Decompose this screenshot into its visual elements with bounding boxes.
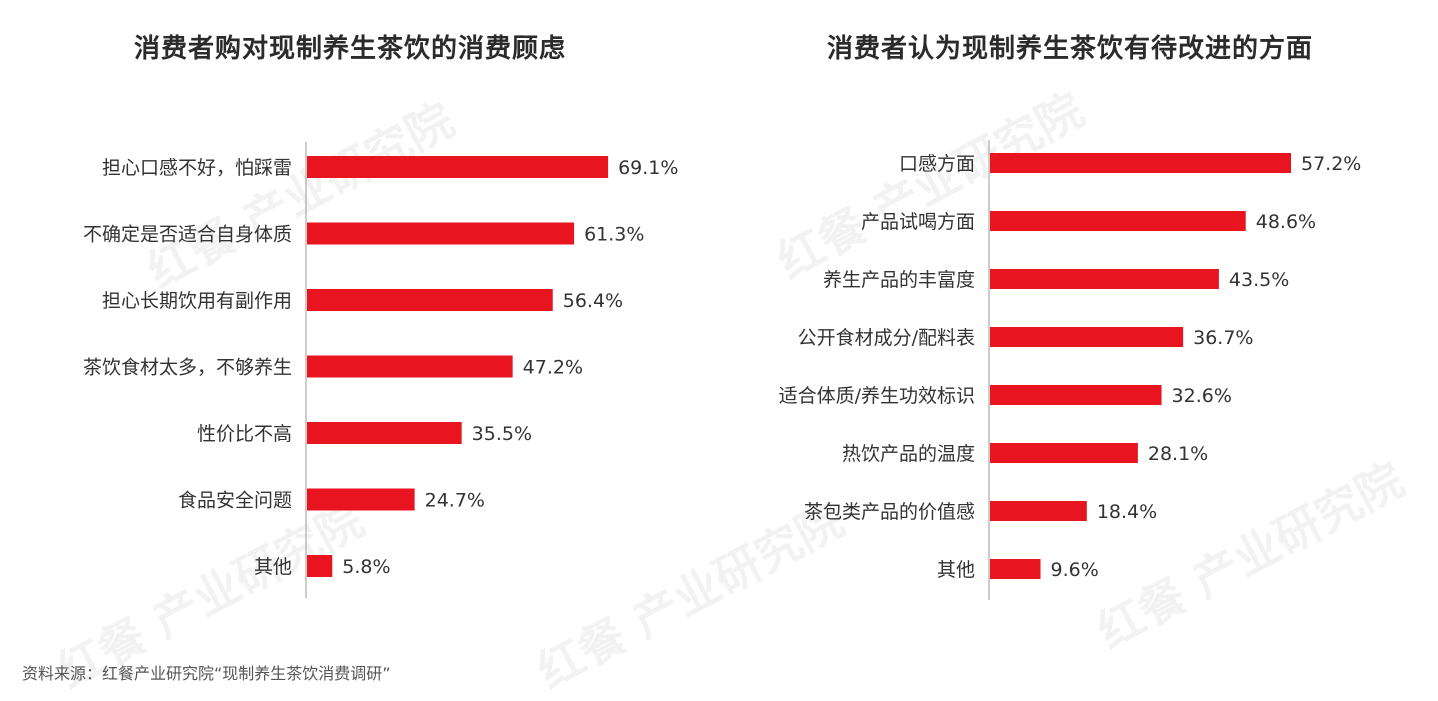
category-label: 热饮产品的温度 — [842, 443, 975, 465]
bar — [307, 422, 462, 444]
source-note: 资料来源：红餐产业研究院“现制养生茶饮消费调研” — [22, 664, 391, 683]
bar — [307, 555, 333, 577]
bar — [990, 211, 1246, 231]
data-label: 56.4% — [563, 290, 623, 312]
data-label: 61.3% — [584, 224, 644, 246]
data-label: 47.2% — [523, 357, 583, 379]
data-label: 36.7% — [1193, 327, 1253, 349]
category-label: 适合体质/养生功效标识 — [779, 385, 975, 407]
category-label: 口感方面 — [899, 153, 975, 175]
data-label: 57.2% — [1301, 153, 1361, 175]
data-label: 18.4% — [1097, 501, 1157, 523]
category-label: 担心长期饮用有副作用 — [102, 290, 292, 312]
category-label: 不确定是否适合自身体质 — [83, 224, 292, 246]
data-label: 24.7% — [425, 490, 485, 512]
bar — [990, 443, 1138, 463]
data-label: 32.6% — [1172, 385, 1232, 407]
chart-title-right: 消费者认为现制养生茶饮有待改进的方面 — [826, 34, 1313, 64]
chart-left: 担心口感不好，怕踩雷 69.1% 不确定是否适合自身体质 61.3% 担心长期饮用有副作… — [83, 142, 678, 598]
category-label: 其他 — [254, 556, 292, 578]
data-label: 69.1% — [618, 157, 678, 179]
bar — [990, 559, 1041, 579]
category-label: 性价比不高 — [197, 423, 292, 445]
bar — [990, 269, 1219, 289]
data-label: 28.1% — [1148, 443, 1208, 465]
category-label: 公开食材成分/配料表 — [798, 327, 975, 349]
bar — [307, 156, 609, 178]
data-label: 5.8% — [342, 556, 390, 578]
category-label: 茶饮食材太多，不够养生 — [83, 357, 292, 379]
category-label: 产品试喝方面 — [861, 211, 975, 233]
category-label: 食品安全问题 — [178, 490, 292, 512]
bar — [307, 488, 415, 511]
chart-right: 口感方面 57.2% 产品试喝方面 48.6% 养生产品的丰富度 43.5% 公开食材成分/… — [779, 140, 1361, 600]
chart-title-left: 消费者购对现制养生茶饮的消费顾虑 — [133, 34, 566, 64]
bar — [990, 501, 1087, 521]
bar — [990, 385, 1162, 405]
data-label: 48.6% — [1256, 211, 1316, 233]
category-label: 养生产品的丰富度 — [823, 269, 975, 291]
bar — [990, 327, 1184, 347]
data-label: 9.6% — [1051, 559, 1099, 581]
bar — [307, 222, 575, 245]
category-label: 其他 — [937, 559, 975, 581]
data-label: 35.5% — [472, 423, 532, 445]
bar — [990, 153, 1291, 173]
category-label: 担心口感不好，怕踩雷 — [102, 157, 292, 179]
category-label: 茶包类产品的价值感 — [804, 501, 975, 523]
data-label: 43.5% — [1229, 269, 1289, 291]
bar — [307, 289, 553, 311]
bar — [307, 355, 513, 378]
